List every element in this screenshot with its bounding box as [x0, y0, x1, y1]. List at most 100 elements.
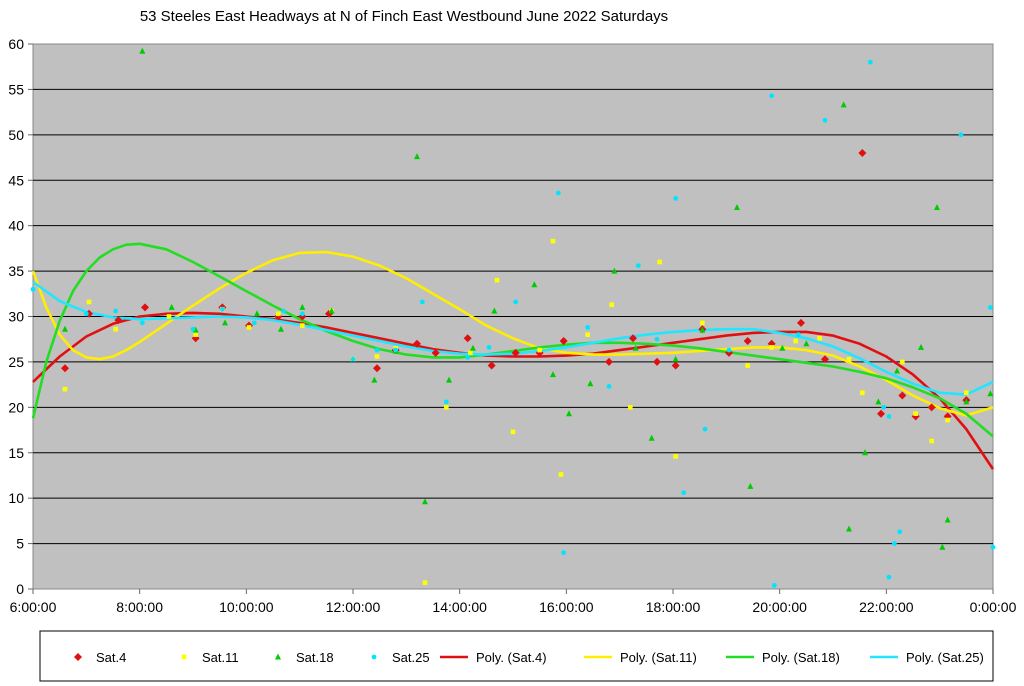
data-point [898, 391, 907, 400]
data-point [860, 390, 865, 396]
data-point [251, 320, 257, 326]
y-tick-label: 60 [8, 36, 24, 52]
data-point [168, 303, 175, 310]
y-tick-label: 25 [8, 354, 24, 370]
data-point [990, 544, 996, 550]
data-point [672, 355, 679, 362]
data-point [793, 338, 798, 344]
data-point [840, 101, 847, 108]
data-point [862, 449, 868, 456]
data-point [190, 326, 196, 332]
x-tick-label: 16:00:00 [539, 599, 594, 615]
data-point [166, 314, 172, 319]
x-tick-label: 22:00:00 [859, 599, 914, 615]
data-point [413, 339, 421, 348]
data-point [585, 325, 591, 330]
data-point [299, 303, 306, 310]
y-tick-label: 45 [8, 172, 24, 188]
x-tick-label: 6:00:00 [10, 599, 57, 615]
data-point [86, 299, 92, 305]
data-point [246, 325, 252, 330]
data-point [222, 319, 228, 326]
data-point [511, 348, 520, 357]
data-point [373, 364, 381, 373]
data-point [609, 302, 614, 307]
x-tick-label: 0:00:00 [970, 599, 1017, 615]
data-point [987, 305, 993, 310]
data-point [894, 367, 900, 374]
data-point [945, 417, 950, 423]
data-point [881, 404, 887, 410]
data-point [944, 516, 951, 523]
data-point [513, 299, 519, 305]
data-point [371, 376, 378, 383]
data-point [555, 190, 561, 196]
chart-title: 53 Steeles East Headways at N of Finch E… [140, 8, 668, 25]
legend-label: Poly. (Sat.25) [906, 650, 984, 665]
data-point [463, 334, 472, 343]
data-point [470, 344, 476, 351]
x-tick-label: 12:00:00 [326, 599, 381, 615]
x-tick-label: 10:00:00 [219, 599, 274, 615]
data-point [939, 543, 946, 550]
data-point [83, 311, 89, 317]
data-point [886, 414, 892, 419]
data-point [510, 429, 516, 435]
data-point [30, 286, 36, 292]
data-point [139, 47, 146, 54]
data-point [803, 340, 810, 347]
data-point [531, 281, 538, 288]
data-point [822, 117, 828, 123]
data-point [350, 356, 356, 362]
data-point [587, 380, 594, 387]
data-point [558, 472, 564, 477]
trendline [32, 311, 995, 470]
data-point [611, 267, 618, 274]
data-point [328, 307, 335, 314]
data-point [769, 93, 775, 99]
data-point [987, 390, 994, 397]
data-point [374, 354, 380, 359]
y-tick-label: 40 [8, 218, 24, 234]
data-point [414, 153, 420, 160]
data-point [846, 525, 852, 532]
data-point [875, 398, 882, 405]
data-point [632, 344, 639, 351]
legend-marker [181, 654, 187, 660]
data-point [61, 364, 69, 373]
data-point [747, 482, 754, 489]
data-point [648, 434, 655, 441]
data-point [276, 311, 281, 317]
data-point [779, 344, 786, 351]
data-point [797, 318, 805, 327]
legend-marker [275, 653, 281, 660]
data-point [62, 386, 68, 392]
data-point [743, 337, 752, 346]
data-point [699, 326, 706, 333]
legend-box [39, 630, 994, 682]
x-tick-label: 14:00:00 [432, 599, 487, 615]
data-point [62, 325, 68, 332]
data-point [566, 410, 572, 417]
data-point [734, 204, 740, 210]
data-point [886, 574, 892, 580]
data-point [867, 59, 873, 65]
data-point [443, 399, 449, 405]
data-point [422, 498, 428, 505]
trendlines [31, 242, 995, 470]
x-tick-label: 8:00:00 [116, 599, 163, 615]
data-point [585, 332, 590, 337]
data-point [494, 277, 500, 283]
data-point [821, 355, 829, 364]
data-point [769, 345, 774, 350]
data-point [934, 204, 940, 210]
legend-label: Sat.11 [202, 650, 239, 665]
data-point [657, 259, 662, 265]
data-point [281, 308, 287, 314]
legend-label: Poly. (Sat.4) [476, 650, 547, 665]
data-point [681, 490, 687, 496]
data-point [537, 347, 542, 353]
y-tick-label: 5 [16, 536, 24, 552]
data-points [30, 47, 996, 588]
data-point [254, 310, 260, 317]
